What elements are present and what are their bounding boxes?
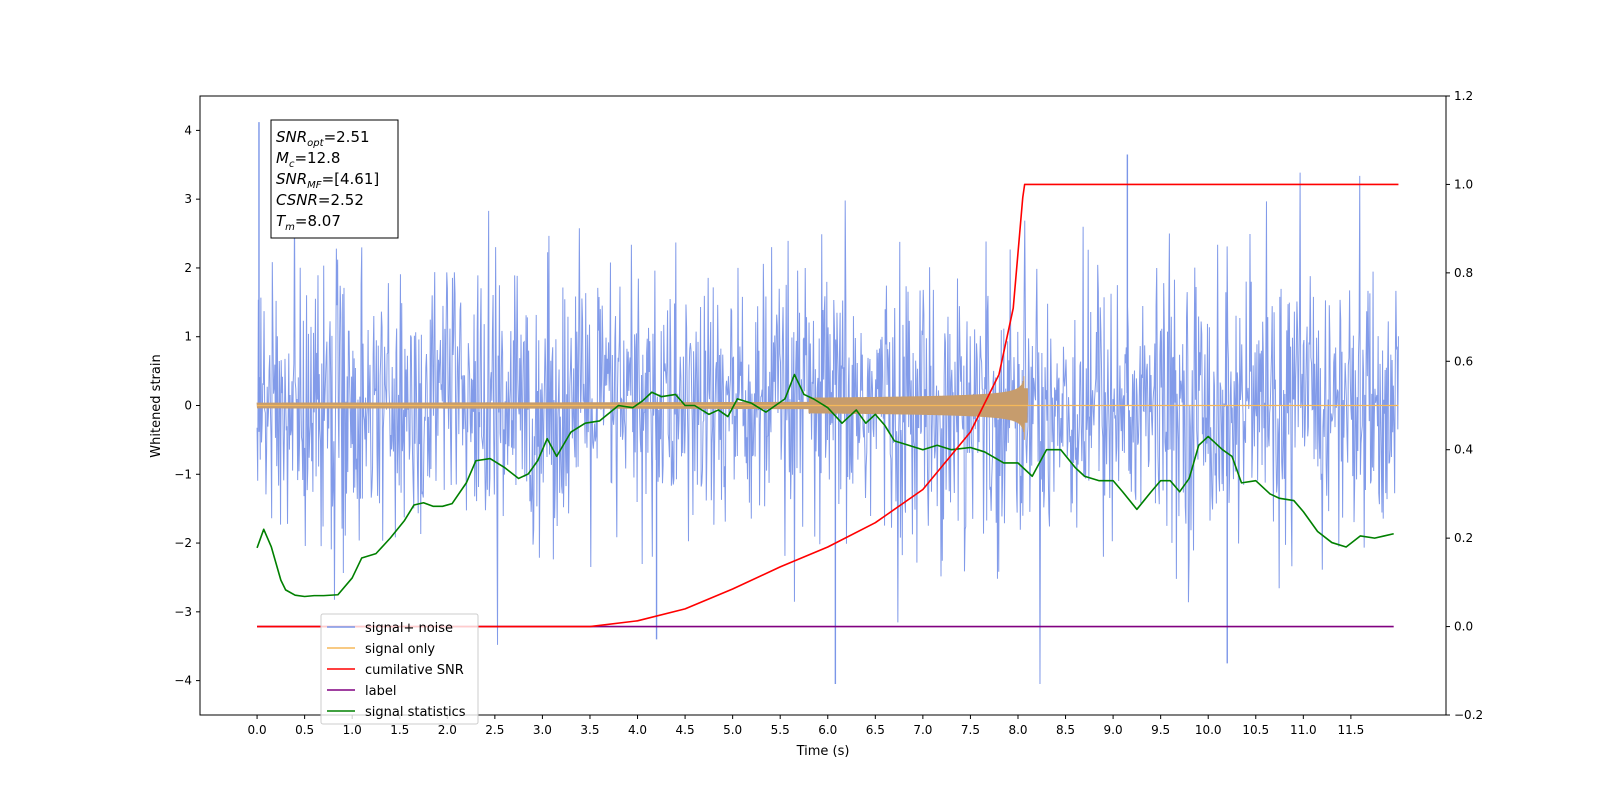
x-tick-label: 7.5 (961, 723, 980, 737)
annotation-symbol: T (276, 212, 287, 230)
x-tick-label: 5.0 (723, 723, 742, 737)
annotation-line: Tm=8.07 (276, 212, 341, 233)
y-tick-label: −3 (174, 605, 192, 619)
annotation-symbol: CSNR (276, 191, 318, 209)
y-axis-right: −0.2 0.0 0.2 0.4 0.6 0.8 1.0 1.2 (1446, 89, 1483, 722)
y2-tick-label: 1.0 (1454, 177, 1473, 191)
annotation-value: =[4.61] (322, 170, 380, 188)
legend-entry: cumilative SNR (365, 663, 464, 678)
legend-frame (320, 613, 479, 725)
x-tick-label: 11.5 (1338, 723, 1365, 737)
y2-tick-label: −0.2 (1454, 708, 1483, 722)
cumulative-snr-line (257, 183, 1399, 628)
x-tick-label: 0.5 (295, 723, 314, 737)
x-tick-label: 2.5 (485, 723, 504, 737)
annotation-line: CSNR=2.52 (276, 191, 364, 209)
annotation-value: =12.8 (294, 149, 340, 167)
x-axis-label: Time (s) (796, 744, 850, 759)
x-tick-label: 6.5 (866, 723, 885, 737)
x-tick-label: 8.5 (1056, 723, 1075, 737)
annotation-box-frame (270, 119, 399, 239)
legend-entry: signal statistics (365, 705, 466, 720)
x-tick-label: 3.5 (580, 723, 599, 737)
y-tick-label: 4 (184, 123, 192, 137)
y2-tick-label: 0.4 (1454, 443, 1473, 457)
signal-statistics-line (256, 373, 1394, 598)
x-tick-label: 9.5 (1151, 723, 1170, 737)
annotation-subscript: opt (307, 138, 324, 149)
series-signal-only (256, 376, 1399, 440)
noise-trace (256, 172, 1399, 685)
annotation-value: =2.52 (318, 191, 364, 209)
x-axis: 0.0 0.5 1.0 1.5 2.0 2.5 3.0 3.5 4.0 4.5 5.0 5.5 6.0 6… (248, 715, 1365, 737)
x-tick-label: 7.0 (913, 723, 932, 737)
y-tick-label: 1 (184, 330, 192, 344)
annotation-box: SNRopt=2.51Mc=12.8SNRMF=[4.61]CSNR=2.52T… (270, 119, 399, 239)
x-tick-label: 4.5 (676, 723, 695, 737)
x-tick-label: 10.5 (1242, 723, 1269, 737)
y-tick-label: −2 (174, 536, 192, 550)
x-tick-label: 11.0 (1290, 723, 1317, 737)
y-tick-label: −1 (174, 467, 192, 481)
annotation-value: =8.07 (295, 212, 341, 230)
annotation-subscript: m (285, 222, 295, 233)
legend-entry: signal only (365, 642, 435, 657)
x-tick-label: 5.5 (771, 723, 790, 737)
annotation-symbol: SNR (276, 170, 307, 188)
x-tick-label: 10.0 (1195, 723, 1222, 737)
series-signal-noise (256, 122, 1399, 685)
x-tick-label: 6.0 (818, 723, 837, 737)
x-tick-label: 0.0 (248, 723, 267, 737)
x-tick-label: 1.0 (343, 723, 362, 737)
annotation-line: Mc=12.8 (276, 149, 340, 170)
y2-tick-label: 0.0 (1454, 620, 1473, 634)
legend-entry: signal+ noise (365, 621, 453, 636)
y-tick-label: −4 (174, 674, 192, 688)
x-tick-label: 9.0 (1104, 723, 1123, 737)
annotation-value: =2.51 (324, 128, 370, 146)
x-tick-label: 1.5 (390, 723, 409, 737)
y2-tick-label: 1.2 (1454, 89, 1473, 103)
x-tick-label: 2.0 (438, 723, 457, 737)
y2-tick-label: 0.2 (1454, 531, 1473, 545)
y2-tick-label: 0.6 (1454, 354, 1473, 368)
y-tick-label: 3 (184, 192, 192, 206)
y-tick-label: 2 (184, 261, 192, 275)
annotation-line: SNRMF=[4.61] (276, 170, 379, 191)
y-axis-label: Whitened strain (149, 354, 164, 457)
x-tick-label: 4.0 (628, 723, 647, 737)
annotation-subscript: c (289, 159, 295, 170)
annotation-symbol: M (276, 149, 289, 167)
y2-tick-label: 0.8 (1454, 266, 1473, 280)
annotation-symbol: SNR (276, 128, 307, 146)
legend: signal+ noise signal only cumilative SNR la… (320, 613, 479, 725)
y-axis-left: −4 −3 −2 −1 0 1 2 3 4 (174, 123, 200, 688)
annotation-line: SNRopt=2.51 (276, 128, 370, 149)
x-tick-label: 3.0 (533, 723, 552, 737)
y-tick-label: 0 (184, 399, 192, 413)
x-tick-label: 8.0 (1008, 723, 1027, 737)
annotation-subscript: MF (307, 180, 322, 191)
legend-entry: label (365, 684, 396, 699)
